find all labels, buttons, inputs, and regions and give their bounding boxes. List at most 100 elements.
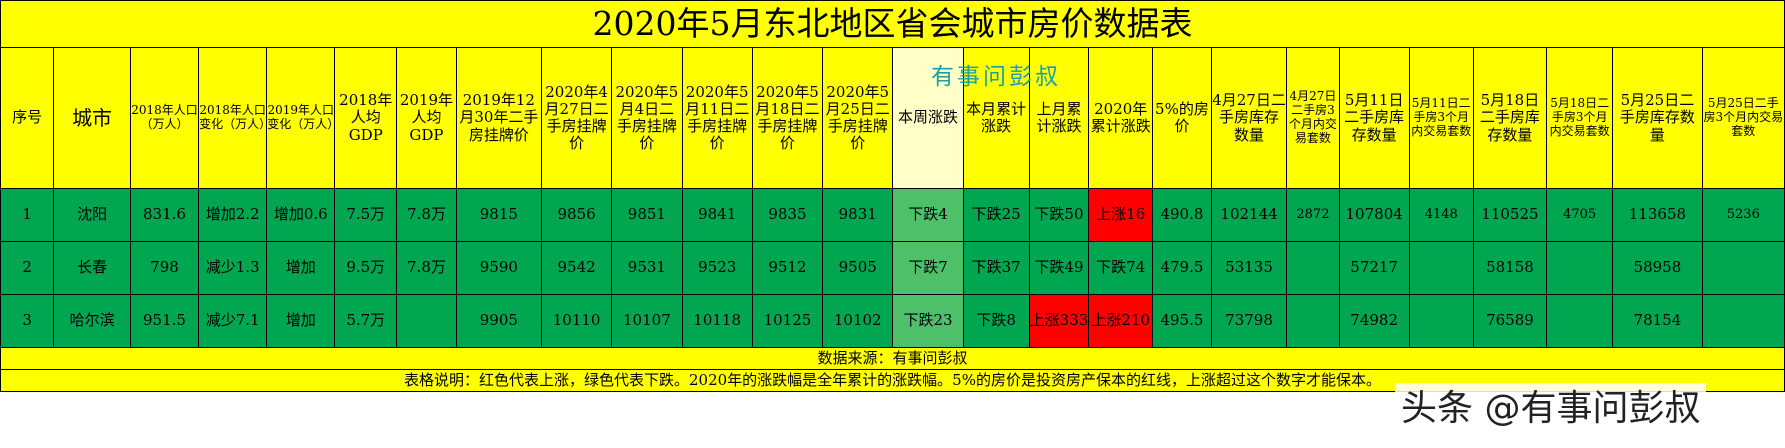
data-source: 数据来源：有事问彭叔 (0, 347, 1785, 370)
table-cell: 5236 (1701, 188, 1785, 242)
column-header: 2018年人口（万人） (129, 47, 200, 189)
table-cell (1701, 241, 1785, 295)
table-cell: 增加 (266, 294, 336, 348)
table-cell: 78154 (1612, 294, 1703, 348)
table-cell: 490.8 (1152, 188, 1212, 242)
table-cell: 哈尔滨 (53, 294, 131, 348)
table-cell: 长春 (53, 241, 131, 295)
column-header: 5月18日二手房3个月内交易套数 (1546, 47, 1614, 189)
column-header: 2019年人均GDP (396, 47, 457, 189)
table-cell: 9815 (455, 188, 542, 242)
table-cell: 73798 (1210, 294, 1288, 348)
table-cell: 1 (0, 188, 55, 242)
table-cell: 10107 (611, 294, 683, 348)
table-cell: 增加2.2 (198, 188, 268, 242)
table-cell: 下跌25 (962, 188, 1030, 242)
table-cell: 76589 (1472, 294, 1548, 348)
table-cell: 113658 (1612, 188, 1703, 242)
table-cell: 上涨210 (1088, 294, 1154, 348)
table-cell: 4148 (1408, 188, 1474, 242)
column-header: 5月25日二手房库存数量 (1612, 47, 1703, 189)
table-cell: 下跌50 (1028, 188, 1090, 242)
table-cell (1408, 241, 1474, 295)
table-cell: 下跌4 (892, 188, 964, 242)
table-cell: 831.6 (129, 188, 200, 242)
table-cell: 102144 (1210, 188, 1288, 242)
table-cell (1408, 294, 1474, 348)
table-cell: 下跌49 (1028, 241, 1090, 295)
table-title: 2020年5月东北地区省会城市房价数据表 (0, 0, 1785, 48)
table-cell (1546, 241, 1614, 295)
table-cell: 3 (0, 294, 55, 348)
house-price-table: 2020年5月东北地区省会城市房价数据表 序号 城市 2018年人口（万人） 2018… (0, 0, 1785, 392)
table-cell: 9590 (455, 241, 542, 295)
table-cell: 53135 (1210, 241, 1288, 295)
table-row: 1 沈阳 831.6 增加2.2 增加0.6 7.5万 7.8万 9815 9856 9851 98… (0, 188, 1785, 242)
table-cell: 9856 (540, 188, 613, 242)
table-cell: 7.8万 (396, 188, 457, 242)
table-cell: 107804 (1338, 188, 1410, 242)
table-cell: 7.8万 (396, 241, 457, 295)
table-cell: 上涨16 (1088, 188, 1154, 242)
table-cell: 9905 (455, 294, 542, 348)
column-header: 2018年人均GDP (334, 47, 398, 189)
column-header: 上月累计涨跌 (1028, 47, 1090, 189)
column-header: 5月25日二手房3个月内交易套数 (1701, 47, 1785, 189)
column-header: 2019年12月30年二手房挂牌价 (455, 47, 542, 189)
table-cell: 下跌74 (1088, 241, 1154, 295)
column-header: 4月27日二手房3个月内交易套数 (1286, 47, 1340, 189)
column-header: 城市 (53, 47, 131, 189)
table-cell: 9831 (822, 188, 894, 242)
table-cell: 110525 (1472, 188, 1548, 242)
table-cell: 下跌23 (892, 294, 964, 348)
column-header: 2020年5月25日二手房挂牌价 (822, 47, 894, 189)
table-cell (1701, 294, 1785, 348)
table-cell (1286, 241, 1340, 295)
table-cell: 9505 (822, 241, 894, 295)
header-row: 序号 城市 2018年人口（万人） 2018年人口变化（万人） 2019年人口变化（万人… (0, 47, 1785, 189)
table-cell: 5.7万 (334, 294, 398, 348)
table-cell: 798 (129, 241, 200, 295)
column-header: 本周涨跌 (892, 47, 964, 189)
table-cell: 增加 (266, 241, 336, 295)
table-cell: 9531 (611, 241, 683, 295)
table-cell: 7.5万 (334, 188, 398, 242)
table-cell: 495.5 (1152, 294, 1212, 348)
table-cell: 58958 (1612, 241, 1703, 295)
table-cell: 10102 (822, 294, 894, 348)
table-note: 表格说明：红色代表上涨，绿色代表下跌。2020年的涨跌幅是全年累计的涨跌幅。5%… (0, 369, 1785, 392)
table-cell: 74982 (1338, 294, 1410, 348)
table-cell (396, 294, 457, 348)
table-cell: 下跌8 (962, 294, 1030, 348)
column-header: 5月11日二手房3个月内交易套数 (1408, 47, 1474, 189)
table-cell: 951.5 (129, 294, 200, 348)
table-cell: 上涨333 (1028, 294, 1090, 348)
column-header: 2018年人口变化（万人） (198, 47, 268, 189)
column-header: 2020年4月27日二手房挂牌价 (540, 47, 613, 189)
column-header: 5月18日二手房库存数量 (1472, 47, 1548, 189)
table-cell: 2872 (1286, 188, 1340, 242)
watermark-text: 有事问彭叔 (931, 64, 1061, 90)
table-cell: 9851 (611, 188, 683, 242)
column-header: 4月27日二手房库存数量 (1210, 47, 1288, 189)
column-header: 5%的房价 (1152, 47, 1212, 189)
table-cell: 减少1.3 (198, 241, 268, 295)
table-cell: 10125 (751, 294, 824, 348)
table-cell: 减少7.1 (198, 294, 268, 348)
column-header: 5月11日二手房库存数量 (1338, 47, 1410, 189)
table-cell: 4705 (1546, 188, 1614, 242)
table-cell: 9835 (751, 188, 824, 242)
column-header: 本月累计涨跌 (962, 47, 1030, 189)
table-cell: 10118 (681, 294, 753, 348)
table-cell: 9512 (751, 241, 824, 295)
column-header: 2019年人口变化（万人） (266, 47, 336, 189)
table-cell: 57217 (1338, 241, 1410, 295)
table-cell (1286, 294, 1340, 348)
table-cell: 9542 (540, 241, 613, 295)
table-cell (1546, 294, 1614, 348)
table-cell: 10110 (540, 294, 613, 348)
brand-overlay: 头条 @有事问彭叔 (1395, 383, 1707, 435)
table-cell: 9.5万 (334, 241, 398, 295)
table-cell: 479.5 (1152, 241, 1212, 295)
table-cell: 58158 (1472, 241, 1548, 295)
